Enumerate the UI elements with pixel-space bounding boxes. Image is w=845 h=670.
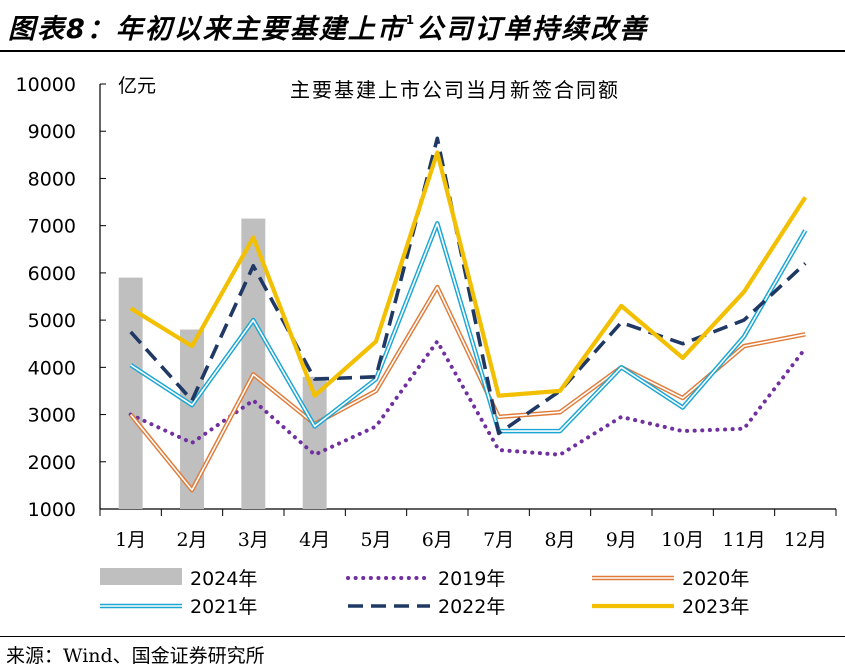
- legend-label: 2022年: [438, 596, 505, 618]
- y-tick-label: 5000: [28, 310, 76, 332]
- y-tick-label: 4000: [28, 357, 76, 379]
- legend-label: 2021年: [190, 596, 257, 618]
- source-note: 来源：Wind、国金证券研究所: [6, 645, 265, 667]
- line-series-2022: [129, 136, 807, 436]
- y-unit-label: 亿元: [118, 75, 156, 97]
- x-tick-label: 10月: [661, 529, 704, 551]
- legend-item: 2021年: [100, 596, 257, 618]
- legend-item: 2023年: [592, 596, 749, 618]
- line-series-2021: [129, 221, 808, 434]
- series-line: [129, 150, 808, 398]
- x-tick-label: 1月: [115, 529, 146, 551]
- line-series-2023: [129, 150, 808, 398]
- y-tick-label: 10000: [16, 74, 76, 96]
- bar-2024: [180, 329, 204, 509]
- legend-item: 2020年: [592, 568, 749, 590]
- x-axis: 1月 2月 3月 4月 5月 6月 7月 8月 9月 10月 11月 12月: [99, 508, 837, 551]
- chart-canvas: 1000 2000 3000 4000 5000 6000 7000 8000 9000 1000…: [16, 74, 837, 618]
- legend-swatch: [100, 568, 182, 585]
- y-tick-label: 7000: [28, 216, 76, 238]
- figure-title-footnote-mark: 1: [405, 13, 417, 27]
- x-tick-label: 3月: [238, 529, 269, 551]
- series-line: [129, 136, 807, 436]
- chart-title: 主要基建上市公司当月新签合同额: [290, 78, 620, 102]
- x-tick-label: 12月: [784, 529, 827, 551]
- figure-header: 图表8：年初以来主要基建上市1公司订单持续改善: [0, 0, 845, 52]
- figure-title-tail: 公司订单持续改善: [416, 14, 649, 45]
- bar-2024: [241, 218, 266, 510]
- bar-series-2024: [118, 218, 327, 510]
- bar-2024: [302, 376, 327, 509]
- line-series-group: [128, 136, 808, 493]
- legend-item: 2022年: [348, 596, 505, 618]
- legend-label: 2024年: [190, 568, 257, 590]
- x-tick-label: 5月: [360, 529, 391, 551]
- y-tick-label: 9000: [28, 121, 76, 143]
- series-line: [128, 284, 806, 493]
- bar-2024: [118, 277, 143, 509]
- series-line: [128, 339, 808, 457]
- series-line-inner: [130, 222, 806, 432]
- y-tick-label: 6000: [28, 263, 76, 285]
- legend-label: 2019年: [438, 568, 505, 590]
- legend: 2024年 2019年 2020年 2021年 2022年 2023年: [100, 568, 749, 618]
- legend-label: 2023年: [682, 596, 749, 618]
- legend-item: 2019年: [346, 568, 505, 590]
- legend-label: 2020年: [682, 568, 749, 590]
- figure-title-main: 图表8：年初以来主要基建上市: [8, 14, 406, 45]
- x-tick-label: 7月: [483, 529, 514, 551]
- y-tick-label: 3000: [28, 405, 76, 427]
- line-series-2020: [128, 284, 806, 493]
- x-tick-label: 2月: [176, 529, 207, 551]
- x-tick-label: 11月: [722, 529, 765, 551]
- x-tick-label: 9月: [606, 529, 637, 551]
- x-tick-label: 6月: [422, 529, 453, 551]
- footer-rule: [0, 636, 845, 637]
- x-tick-label: 8月: [544, 529, 575, 551]
- y-tick-label: 8000: [28, 168, 76, 190]
- y-axis: 1000 2000 3000 4000 5000 6000 7000 8000 9000 1000…: [16, 74, 106, 521]
- title-rule: [0, 50, 845, 52]
- legend-item: 2024年: [100, 568, 257, 590]
- y-tick-label: 2000: [28, 452, 76, 474]
- series-line-inner: [130, 286, 806, 491]
- line-series-2019: [128, 339, 808, 457]
- y-tick-label: 1000: [28, 499, 76, 521]
- x-tick-label: 4月: [299, 529, 330, 551]
- figure-title: 图表8：年初以来主要基建上市1公司订单持续改善: [8, 6, 648, 48]
